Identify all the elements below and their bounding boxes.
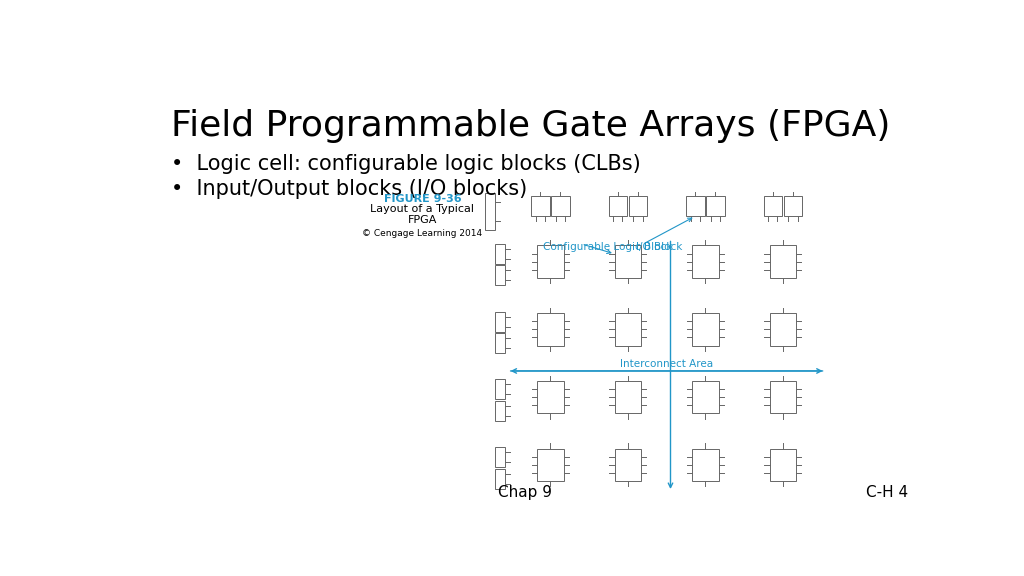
Bar (770, 381, 796, 414)
Bar (538, 449, 563, 481)
Bar (686, 196, 705, 216)
Bar (608, 196, 627, 216)
Bar (783, 196, 802, 216)
Text: Chap 9: Chap 9 (498, 486, 552, 501)
Text: •  Input/Output blocks (I/O blocks): • Input/Output blocks (I/O blocks) (171, 179, 527, 199)
Bar (614, 381, 641, 414)
Bar (538, 313, 563, 346)
Bar (495, 334, 506, 353)
Bar (538, 245, 563, 278)
Bar (495, 266, 506, 286)
Bar (495, 401, 506, 421)
Bar (770, 449, 796, 481)
Text: I/O Block: I/O Block (636, 242, 682, 252)
Bar (495, 380, 506, 399)
Bar (614, 449, 641, 481)
Bar (764, 196, 782, 216)
Bar (692, 449, 719, 481)
Text: Interconnect Area: Interconnect Area (621, 359, 713, 369)
Text: FIGURE 9-36: FIGURE 9-36 (384, 194, 462, 204)
Bar (614, 245, 641, 278)
Text: Configurable Logic Block: Configurable Logic Block (543, 242, 672, 252)
Text: © Cengage Learning 2014: © Cengage Learning 2014 (362, 229, 482, 238)
Bar (692, 245, 719, 278)
Bar (707, 196, 725, 216)
Bar (495, 447, 506, 467)
Bar (770, 313, 796, 346)
Text: •  Logic cell: configurable logic blocks (CLBs): • Logic cell: configurable logic blocks … (171, 154, 640, 174)
Bar (629, 196, 647, 216)
Bar (551, 196, 569, 216)
Text: Field Programmable Gate Arrays (FPGA): Field Programmable Gate Arrays (FPGA) (171, 109, 890, 143)
Bar (538, 381, 563, 414)
Bar (495, 469, 506, 489)
Bar (692, 381, 719, 414)
Text: Layout of a Typical
FPGA: Layout of a Typical FPGA (371, 204, 474, 225)
Text: C-H 4: C-H 4 (866, 486, 908, 501)
Bar (485, 193, 495, 230)
Bar (531, 196, 550, 216)
Bar (495, 312, 506, 332)
Bar (495, 244, 506, 264)
Bar (692, 313, 719, 346)
Bar (614, 313, 641, 346)
Bar (770, 245, 796, 278)
